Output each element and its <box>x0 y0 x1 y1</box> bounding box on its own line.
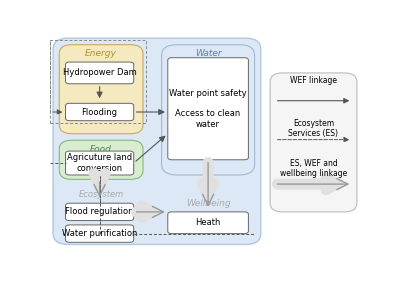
FancyBboxPatch shape <box>66 151 134 175</box>
Text: Flooding: Flooding <box>82 107 118 116</box>
FancyBboxPatch shape <box>168 212 248 233</box>
FancyBboxPatch shape <box>162 45 254 175</box>
Text: Energy: Energy <box>85 49 117 58</box>
FancyBboxPatch shape <box>59 140 143 179</box>
FancyBboxPatch shape <box>66 203 134 221</box>
Text: Water: Water <box>195 49 222 58</box>
FancyBboxPatch shape <box>66 225 134 242</box>
Text: Ecosystem
services: Ecosystem services <box>78 190 124 210</box>
FancyBboxPatch shape <box>59 45 143 134</box>
FancyBboxPatch shape <box>66 62 134 84</box>
FancyBboxPatch shape <box>168 58 248 160</box>
Text: Wellbeing: Wellbeing <box>186 199 230 208</box>
Text: Food: Food <box>90 145 112 154</box>
Text: Flood regulation: Flood regulation <box>65 207 134 216</box>
Text: Water purification: Water purification <box>62 229 137 238</box>
Text: WEF linkage: WEF linkage <box>290 76 337 85</box>
Text: Heath: Heath <box>196 218 221 227</box>
Text: Ecosystem
Services (ES): Ecosystem Services (ES) <box>288 119 338 138</box>
FancyBboxPatch shape <box>270 73 357 212</box>
Text: Agricuture land
conversion: Agricuture land conversion <box>67 153 132 173</box>
Text: ES, WEF and
wellbeing linkage: ES, WEF and wellbeing linkage <box>280 159 347 179</box>
FancyBboxPatch shape <box>66 103 134 121</box>
Text: Water point safety

Access to clean
water: Water point safety Access to clean water <box>169 89 247 129</box>
FancyBboxPatch shape <box>53 38 261 244</box>
Text: Hydropower Dam: Hydropower Dam <box>63 69 136 78</box>
